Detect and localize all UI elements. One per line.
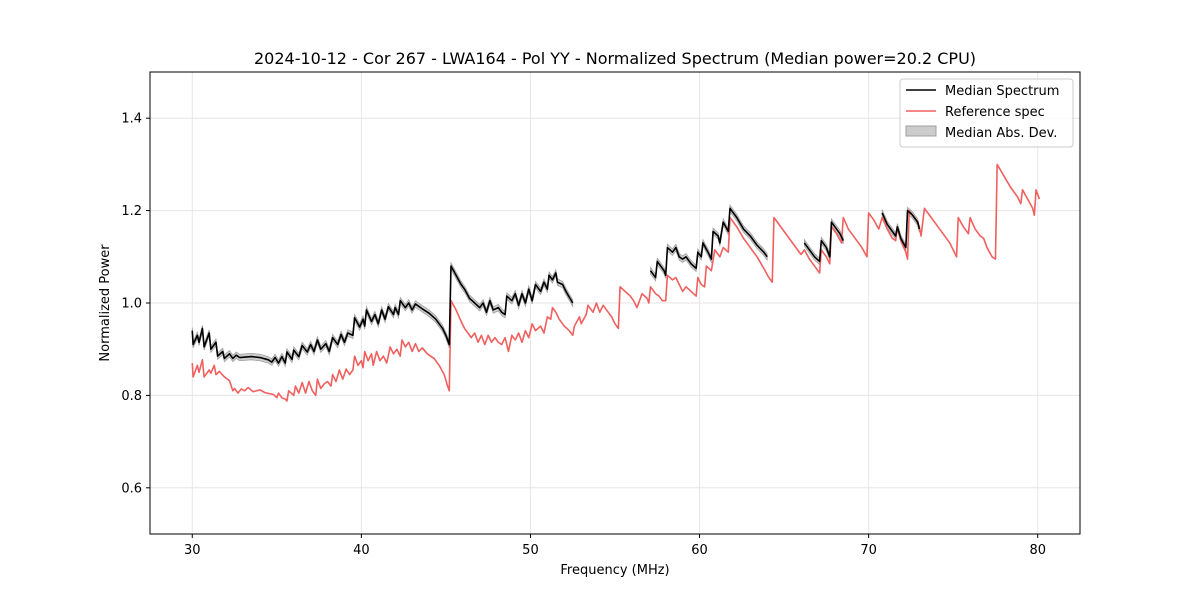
legend-reference-label: Reference spec (945, 105, 1045, 120)
y-tick-label: 1.0 (121, 297, 142, 312)
y-axis-ticks: 0.6 0.8 1.0 1.2 1.4 (121, 112, 150, 496)
legend-median-label: Median Spectrum (945, 84, 1059, 99)
x-axis-label: Frequency (MHz) (560, 563, 669, 578)
legend-box (899, 78, 1074, 148)
x-tick-label: 60 (691, 543, 708, 558)
chart-title: 2024-10-12 - Cor 267 - LWA164 - Pol YY -… (254, 49, 976, 68)
median-spectrum-line (191, 265, 574, 364)
x-tick-label: 50 (522, 543, 539, 558)
x-tick-label: 30 (184, 543, 201, 558)
legend: Median Spectrum Reference spec Median Ab… (899, 78, 1074, 148)
median-spectrum-line (803, 221, 844, 263)
y-tick-label: 1.2 (121, 204, 142, 219)
y-tick-label: 0.8 (121, 389, 142, 404)
x-tick-label: 70 (860, 543, 877, 558)
y-tick-label: 1.4 (121, 112, 142, 127)
x-tick-label: 80 (1029, 543, 1046, 558)
reference-series-layer (191, 163, 1041, 402)
legend-mad-swatch (905, 125, 937, 137)
median-series-layer (191, 207, 921, 364)
y-tick-label: 0.6 (121, 481, 142, 496)
median-spectrum-line (649, 207, 768, 279)
x-axis-ticks: 30 40 50 60 70 80 (184, 534, 1046, 558)
median-spectrum-line (881, 209, 921, 249)
reference-spectrum-line (191, 163, 1041, 402)
x-tick-label: 40 (353, 543, 370, 558)
legend-mad-label: Median Abs. Dev. (945, 126, 1057, 141)
y-axis-label: Normalized Power (98, 244, 113, 362)
mad-band (650, 203, 768, 282)
